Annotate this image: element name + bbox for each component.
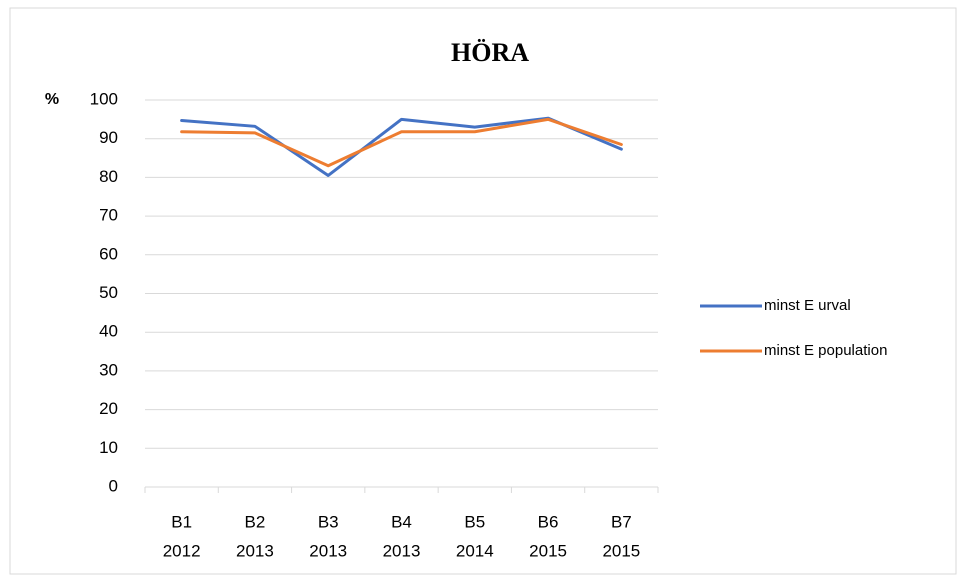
x-tick-label: 2013 bbox=[383, 541, 421, 560]
y-tick-label: 30 bbox=[99, 360, 118, 379]
legend-label: minst E population bbox=[764, 342, 887, 359]
x-tick-label: 2015 bbox=[529, 541, 567, 560]
y-tick-label: 50 bbox=[99, 283, 118, 302]
y-tick-label: 0 bbox=[109, 476, 118, 495]
x-tick-label: B4 bbox=[391, 512, 412, 531]
x-tick-label: 2012 bbox=[163, 541, 201, 560]
x-tick-label: 2013 bbox=[309, 541, 347, 560]
x-tick-label: B6 bbox=[538, 512, 559, 531]
y-tick-label: 10 bbox=[99, 438, 118, 457]
x-tick-label: B5 bbox=[464, 512, 485, 531]
y-tick-label: 40 bbox=[99, 322, 118, 341]
chart-border bbox=[9, 7, 957, 575]
x-tick-label: B3 bbox=[318, 512, 339, 531]
x-tick-label: 2013 bbox=[236, 541, 274, 560]
y-tick-label: 90 bbox=[99, 128, 118, 147]
y-tick-label: 80 bbox=[99, 167, 118, 186]
x-tick-label: 2015 bbox=[602, 541, 640, 560]
y-tick-label: 100 bbox=[90, 89, 118, 108]
chart-title: HÖRA bbox=[451, 38, 529, 67]
x-tick-label: 2014 bbox=[456, 541, 494, 560]
x-tick-label: B2 bbox=[245, 512, 266, 531]
data-line bbox=[180, 116, 623, 177]
legend-label: minst E urval bbox=[764, 297, 851, 314]
y-tick-label: 60 bbox=[99, 244, 118, 263]
x-tick-label: B1 bbox=[171, 512, 192, 531]
y-tick-label: 70 bbox=[99, 206, 118, 225]
x-tick-label: B7 bbox=[611, 512, 632, 531]
data-line bbox=[180, 117, 623, 168]
y-axis-label: % bbox=[45, 91, 59, 108]
y-tick-label: 20 bbox=[99, 399, 118, 418]
